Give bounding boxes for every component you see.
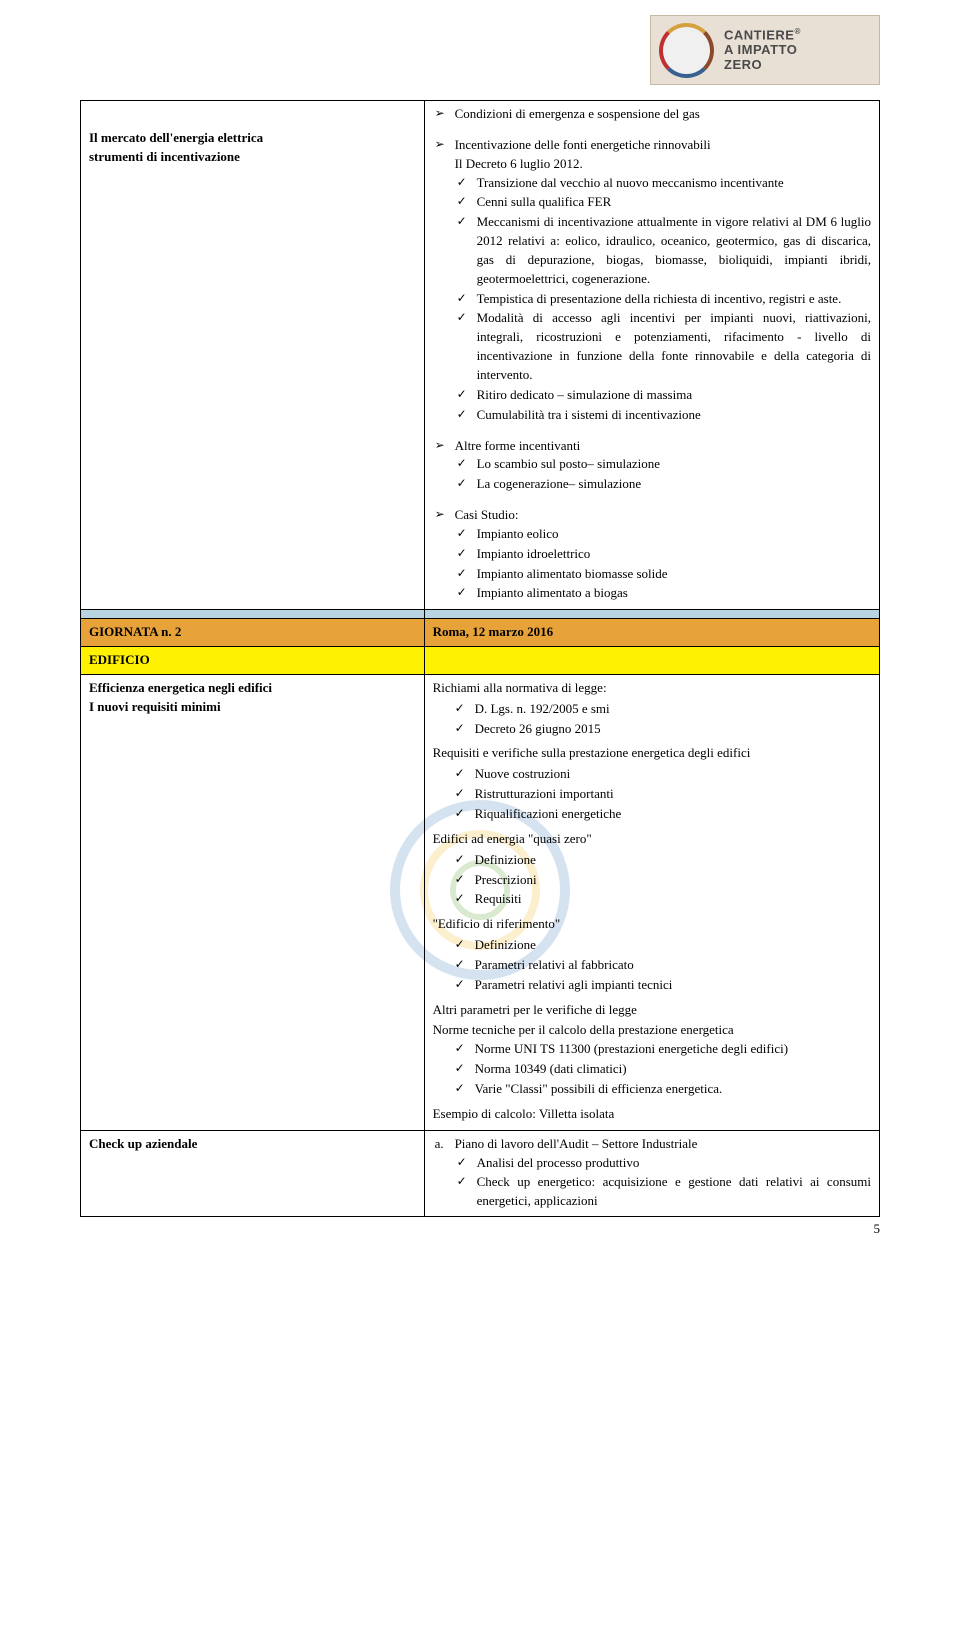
- list-item: Decreto 26 giugno 2015: [453, 720, 871, 739]
- list-item: Riqualificazioni energetiche: [453, 805, 871, 824]
- table-row: Efficienza energetica negli edifici I nu…: [81, 674, 880, 1130]
- giornata-label: GIORNATA n. 2: [81, 619, 425, 647]
- section-heading: Esempio di calcolo: Villetta isolata: [433, 1105, 871, 1124]
- list-item: Definizione: [453, 936, 871, 955]
- list-item: Parametri relativi agli impianti tecnici: [453, 976, 871, 995]
- cell-content-checkup: Piano di lavoro dell'Audit – Settore Ind…: [424, 1130, 879, 1216]
- list-item: Cenni sulla qualifica FER: [455, 193, 871, 212]
- list-item: Cumulabilità tra i sistemi di incentivaz…: [455, 406, 871, 425]
- list-item: Check up energetico: acquisizione e gest…: [455, 1173, 871, 1211]
- table-row: Check up aziendale Piano di lavoro dell'…: [81, 1130, 880, 1216]
- giornata-row: GIORNATA n. 2 Roma, 12 marzo 2016: [81, 619, 880, 647]
- list-item: Definizione: [453, 851, 871, 870]
- cell-topic-efficienza: Efficienza energetica negli edifici I nu…: [81, 674, 425, 1130]
- list-item: Prescrizioni: [453, 871, 871, 890]
- section-heading: Edifici ad energia "quasi zero": [433, 830, 871, 849]
- list-item: Norma 10349 (dati climatici): [453, 1060, 871, 1079]
- list-item: Impianto idroelettrico: [455, 545, 871, 564]
- logo-header: CANTIERE® A IMPATTO ZERO: [650, 15, 880, 85]
- edificio-row: EDIFICIO: [81, 647, 880, 675]
- topic-title: Il mercato dell'energia elettrica: [89, 129, 416, 148]
- list-item: Transizione dal vecchio al nuovo meccani…: [455, 174, 871, 193]
- page-number: 5: [874, 1221, 881, 1237]
- section-heading: "Edificio di riferimento": [433, 915, 871, 934]
- list-item: Tempistica di presentazione della richie…: [455, 290, 871, 309]
- cell-topic-mercato: Il mercato dell'energia elettrica strume…: [81, 101, 425, 610]
- edificio-label: EDIFICIO: [81, 647, 425, 675]
- content-table: Il mercato dell'energia elettrica strume…: [80, 100, 880, 1217]
- section-heading: Altri parametri per le verifiche di legg…: [433, 1001, 871, 1020]
- list-item: Piano di lavoro dell'Audit – Settore Ind…: [433, 1135, 871, 1211]
- list-item: Impianto eolico: [455, 525, 871, 544]
- list-item: Nuove costruzioni: [453, 765, 871, 784]
- logo-icon: [659, 23, 714, 78]
- section-heading: Richiami alla normativa di legge:: [433, 679, 871, 698]
- topic-subtitle: strumenti di incentivazione: [89, 148, 416, 167]
- logo-text: CANTIERE® A IMPATTO ZERO: [724, 27, 801, 73]
- list-item: Ristrutturazioni importanti: [453, 785, 871, 804]
- list-item: Incentivazione delle fonti energetiche r…: [433, 136, 871, 425]
- cell-content-mercato: Condizioni di emergenza e sospensione de…: [424, 101, 879, 610]
- list-item: Altre forme incentivanti Lo scambio sul …: [433, 437, 871, 495]
- list-item: Norme UNI TS 11300 (prestazioni energeti…: [453, 1040, 871, 1059]
- topic-title: Efficienza energetica negli edifici: [89, 679, 416, 698]
- separator-row: [81, 610, 880, 619]
- list-item: Parametri relativi al fabbricato: [453, 956, 871, 975]
- topic-subtitle: I nuovi requisiti minimi: [89, 698, 416, 717]
- list-item: Lo scambio sul posto– simulazione: [455, 455, 871, 474]
- list-item: Requisiti: [453, 890, 871, 909]
- list-item: Modalità di accesso agli incentivi per i…: [455, 309, 871, 384]
- list-item: Casi Studio: Impianto eolico Impianto id…: [433, 506, 871, 603]
- giornata-date: Roma, 12 marzo 2016: [424, 619, 879, 647]
- list-item: Condizioni di emergenza e sospensione de…: [433, 105, 871, 124]
- section-heading: Requisiti e verifiche sulla prestazione …: [433, 744, 871, 763]
- cell-content-efficienza: Richiami alla normativa di legge: D. Lgs…: [424, 674, 879, 1130]
- cell-topic-checkup: Check up aziendale: [81, 1130, 425, 1216]
- list-item: D. Lgs. n. 192/2005 e smi: [453, 700, 871, 719]
- list-item: Impianto alimentato a biogas: [455, 584, 871, 603]
- list-item: La cogenerazione– simulazione: [455, 475, 871, 494]
- list-item: Impianto alimentato biomasse solide: [455, 565, 871, 584]
- list-item: Varie "Classi" possibili di efficienza e…: [453, 1080, 871, 1099]
- list-item: Analisi del processo produttivo: [455, 1154, 871, 1173]
- section-heading: Norme tecniche per il calcolo della pres…: [433, 1021, 871, 1040]
- table-row: Il mercato dell'energia elettrica strume…: [81, 101, 880, 610]
- list-item: Meccanismi di incentivazione attualmente…: [455, 213, 871, 288]
- list-item: Ritiro dedicato – simulazione di massima: [455, 386, 871, 405]
